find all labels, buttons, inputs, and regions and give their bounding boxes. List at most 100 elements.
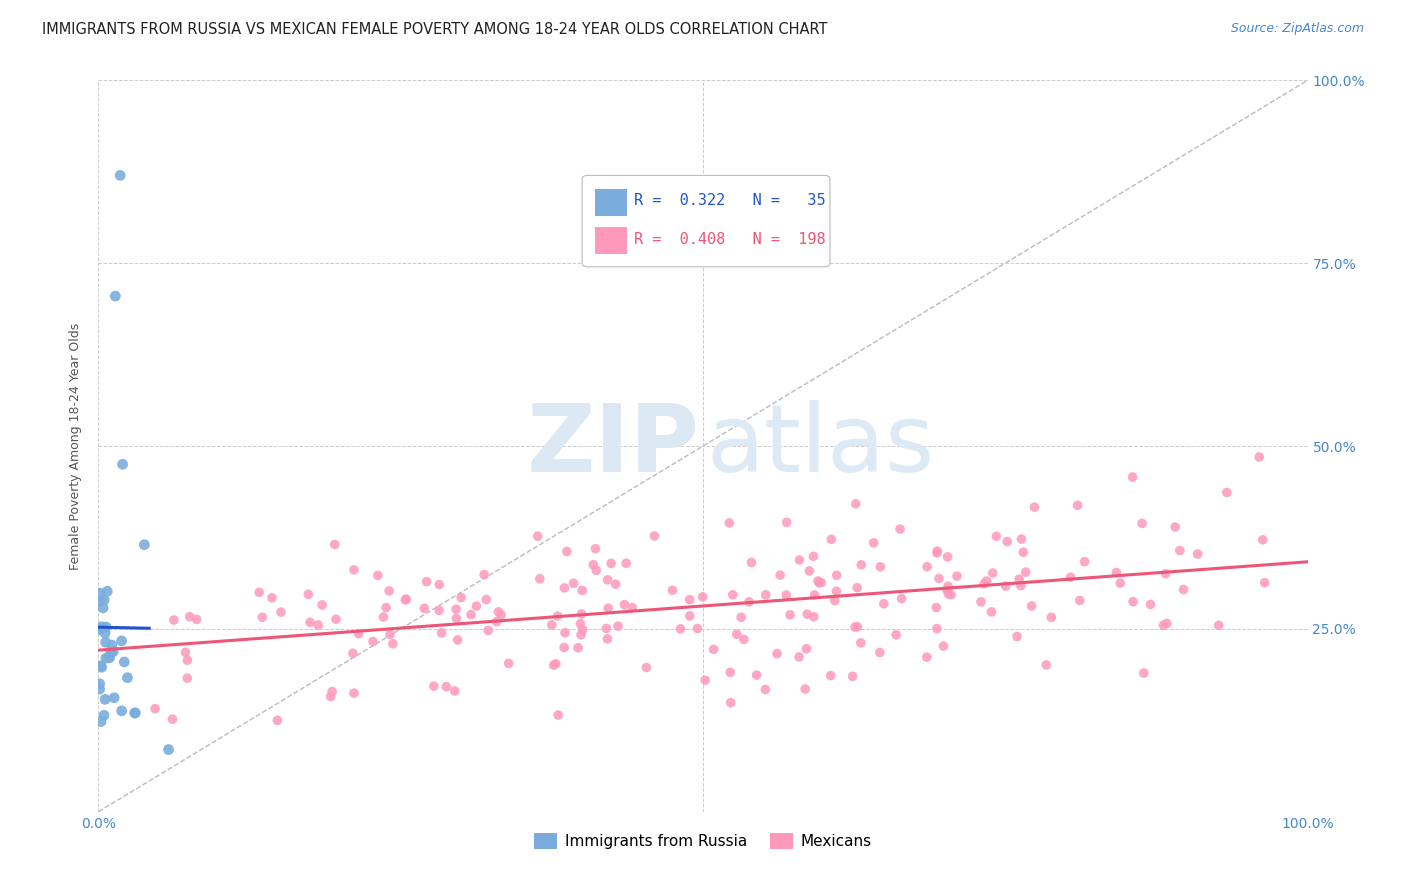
Point <box>325 612 347 626</box>
Point <box>569 628 592 642</box>
Y-axis label: Female Poverty Among 18-24 Year Olds: Female Poverty Among 18-24 Year Olds <box>69 322 83 570</box>
Point <box>1216 485 1239 500</box>
Point <box>562 576 585 591</box>
Point <box>101 645 124 659</box>
Point <box>825 584 848 599</box>
Point <box>941 588 963 602</box>
Point <box>598 601 620 615</box>
Point <box>540 618 562 632</box>
Point <box>543 658 565 673</box>
Point <box>844 620 866 634</box>
Point <box>447 632 470 647</box>
Point <box>446 611 468 625</box>
Point <box>553 581 575 595</box>
Point <box>915 650 938 665</box>
Point <box>754 682 776 697</box>
Point <box>721 588 744 602</box>
FancyBboxPatch shape <box>595 227 627 253</box>
Point <box>430 625 453 640</box>
Text: IMMIGRANTS FROM RUSSIA VS MEXICAN FEMALE POVERTY AMONG 18-24 YEAR OLDS CORRELATI: IMMIGRANTS FROM RUSSIA VS MEXICAN FEMALE… <box>42 22 828 37</box>
Point <box>766 647 789 661</box>
Point <box>794 682 817 697</box>
Point <box>90 658 112 673</box>
Point <box>925 600 948 615</box>
Point <box>98 650 121 665</box>
Point <box>434 680 457 694</box>
Point <box>779 607 801 622</box>
Point <box>1069 593 1091 607</box>
Point <box>544 657 567 671</box>
Point <box>1066 499 1088 513</box>
Point <box>111 457 134 471</box>
Point <box>103 690 125 705</box>
Point <box>994 579 1017 593</box>
Point <box>111 704 134 718</box>
Point <box>394 593 416 607</box>
Point <box>1024 500 1046 515</box>
Point <box>718 516 741 530</box>
Point <box>643 529 665 543</box>
Point <box>1021 599 1043 613</box>
Point <box>679 609 702 624</box>
Point <box>718 665 741 680</box>
Point <box>692 590 714 604</box>
Point <box>89 623 111 637</box>
Point <box>529 572 551 586</box>
Point <box>1105 566 1128 580</box>
Point <box>1251 533 1274 547</box>
Point <box>498 657 520 671</box>
Point <box>89 594 111 608</box>
Point <box>89 586 111 600</box>
Point <box>1152 618 1174 632</box>
Point <box>90 660 112 674</box>
Text: atlas: atlas <box>707 400 935 492</box>
Point <box>803 609 825 624</box>
Point <box>111 633 134 648</box>
Point <box>373 610 395 624</box>
Point <box>986 529 1008 543</box>
Point <box>395 592 418 607</box>
Point <box>112 655 135 669</box>
Point <box>607 619 630 633</box>
Point <box>869 645 891 659</box>
Point <box>252 610 274 624</box>
Point <box>247 585 270 599</box>
Point <box>90 714 112 729</box>
Point <box>585 541 607 556</box>
Text: R =  0.322   N =   35: R = 0.322 N = 35 <box>634 194 825 209</box>
Point <box>163 613 186 627</box>
Point <box>946 569 969 583</box>
Point <box>695 673 717 688</box>
Point <box>1168 543 1191 558</box>
Point <box>1139 598 1161 612</box>
Point <box>1010 579 1032 593</box>
Point <box>889 522 911 536</box>
Point <box>936 549 959 564</box>
Point <box>849 636 872 650</box>
Point <box>486 605 509 619</box>
Point <box>980 605 1002 619</box>
Point <box>343 686 366 700</box>
Point <box>935 582 957 597</box>
Point <box>297 587 319 601</box>
Point <box>367 568 389 582</box>
Point <box>477 624 499 638</box>
Point <box>567 640 589 655</box>
Point <box>94 651 117 665</box>
Point <box>775 588 797 602</box>
Point <box>108 169 131 183</box>
Point <box>613 598 636 612</box>
Point <box>600 557 623 571</box>
Point <box>343 563 366 577</box>
Point <box>585 563 607 577</box>
Point <box>808 575 831 590</box>
Point <box>1008 572 1031 586</box>
Point <box>1208 618 1230 632</box>
Point <box>605 577 627 591</box>
Point <box>91 601 114 615</box>
Point <box>460 607 482 622</box>
Point <box>661 583 683 598</box>
Point <box>547 708 569 723</box>
Point <box>915 559 938 574</box>
Point <box>970 595 993 609</box>
